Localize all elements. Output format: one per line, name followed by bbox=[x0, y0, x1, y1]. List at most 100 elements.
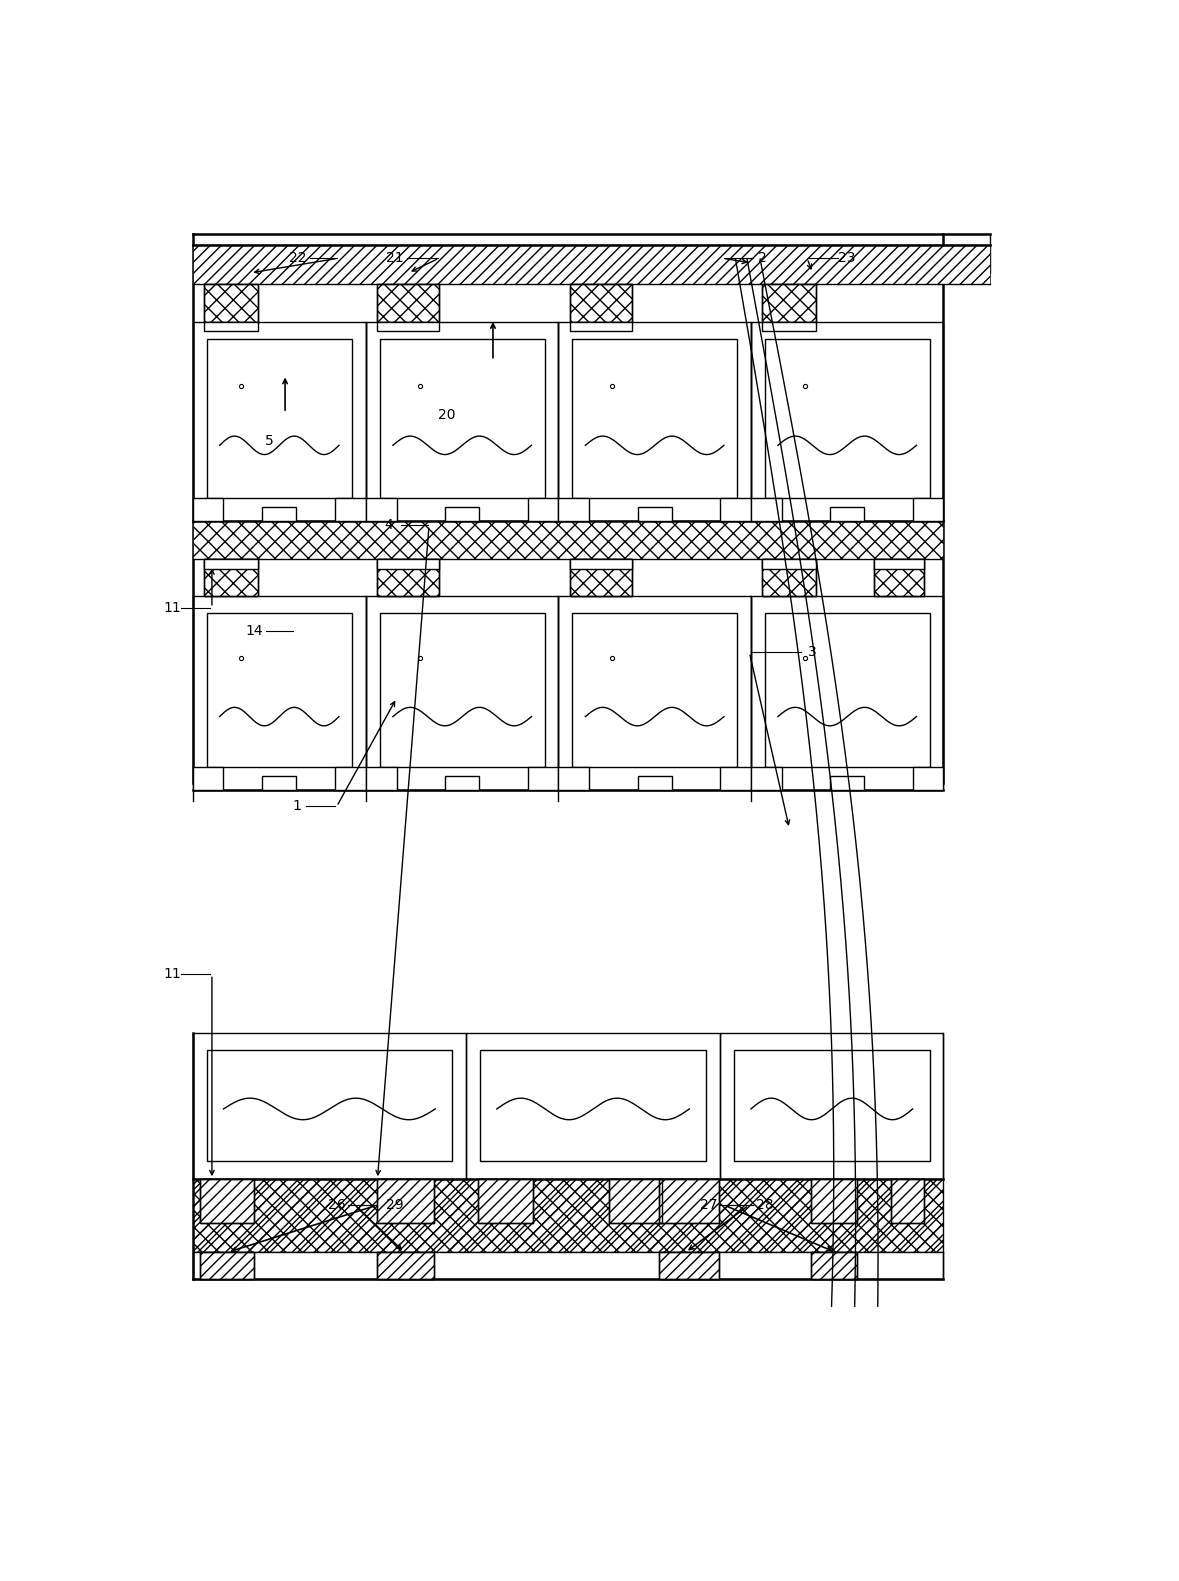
Bar bbox=[377, 1179, 434, 1224]
Bar bbox=[569, 283, 632, 323]
Bar bbox=[569, 560, 632, 596]
Text: 29: 29 bbox=[387, 1198, 404, 1213]
Bar bbox=[811, 1179, 857, 1224]
Bar bbox=[559, 767, 590, 790]
Bar bbox=[659, 1179, 718, 1224]
Bar bbox=[913, 767, 943, 790]
Bar bbox=[751, 596, 943, 790]
Text: 22: 22 bbox=[289, 251, 307, 266]
Bar bbox=[559, 596, 751, 790]
Bar bbox=[811, 1252, 857, 1279]
Bar bbox=[735, 1050, 929, 1162]
Bar bbox=[751, 323, 943, 520]
Text: 4: 4 bbox=[384, 519, 394, 533]
Text: 5: 5 bbox=[265, 433, 274, 447]
Bar bbox=[365, 323, 559, 520]
Text: 23: 23 bbox=[838, 251, 856, 266]
Bar bbox=[659, 1252, 718, 1279]
Bar bbox=[765, 613, 929, 767]
Bar bbox=[377, 283, 439, 323]
Bar bbox=[206, 1050, 453, 1162]
Bar bbox=[192, 323, 365, 520]
Bar bbox=[192, 1179, 943, 1252]
Bar bbox=[380, 613, 545, 767]
Bar bbox=[377, 283, 439, 323]
Bar bbox=[638, 776, 672, 790]
Bar bbox=[200, 1252, 255, 1279]
Bar bbox=[763, 560, 816, 596]
Bar bbox=[751, 767, 782, 790]
Bar bbox=[659, 1179, 718, 1224]
Bar bbox=[763, 560, 816, 596]
Bar bbox=[204, 560, 258, 596]
Bar bbox=[891, 1179, 924, 1224]
Bar bbox=[192, 596, 365, 790]
Bar bbox=[204, 283, 258, 323]
Bar bbox=[377, 1179, 434, 1224]
Bar bbox=[192, 245, 989, 283]
Bar bbox=[446, 508, 479, 520]
Bar bbox=[610, 1179, 661, 1224]
Bar bbox=[192, 1179, 943, 1252]
Bar bbox=[206, 338, 353, 498]
Bar bbox=[559, 323, 751, 520]
Bar bbox=[377, 1252, 434, 1279]
Bar bbox=[377, 560, 439, 596]
Bar bbox=[466, 1032, 720, 1179]
Bar bbox=[874, 560, 924, 596]
Text: 11: 11 bbox=[163, 601, 180, 615]
Bar bbox=[477, 1179, 533, 1224]
Text: 28: 28 bbox=[756, 1198, 773, 1213]
Bar bbox=[720, 767, 751, 790]
Bar bbox=[192, 1252, 943, 1279]
Bar bbox=[830, 776, 864, 790]
Bar bbox=[192, 520, 943, 560]
Bar bbox=[720, 1032, 943, 1179]
Bar bbox=[377, 323, 439, 332]
Bar bbox=[751, 498, 782, 520]
Bar bbox=[365, 596, 559, 790]
Bar bbox=[365, 498, 396, 520]
Bar bbox=[763, 283, 816, 323]
Bar bbox=[335, 767, 365, 790]
Bar bbox=[569, 560, 632, 569]
Text: 3: 3 bbox=[808, 645, 817, 659]
Bar bbox=[763, 560, 816, 569]
Bar bbox=[874, 560, 924, 569]
Bar bbox=[204, 560, 258, 569]
Bar bbox=[377, 560, 439, 596]
Bar bbox=[763, 323, 816, 332]
Bar bbox=[204, 560, 258, 596]
Bar bbox=[572, 338, 737, 498]
Bar bbox=[200, 1252, 255, 1279]
Bar bbox=[559, 498, 590, 520]
Text: 2: 2 bbox=[758, 251, 766, 266]
Bar bbox=[874, 560, 924, 596]
Bar bbox=[891, 1179, 924, 1224]
Bar bbox=[572, 613, 737, 767]
Bar bbox=[569, 560, 632, 596]
Bar bbox=[610, 1179, 661, 1224]
Bar bbox=[569, 323, 632, 332]
Text: 21: 21 bbox=[387, 251, 404, 266]
Bar bbox=[659, 1252, 718, 1279]
Bar bbox=[569, 283, 632, 323]
Text: 26: 26 bbox=[328, 1198, 345, 1213]
Bar bbox=[200, 1179, 255, 1224]
Bar bbox=[206, 613, 353, 767]
Text: 11: 11 bbox=[163, 968, 180, 982]
Bar bbox=[200, 1179, 255, 1224]
Bar bbox=[263, 508, 296, 520]
Text: 1: 1 bbox=[292, 800, 301, 814]
Bar bbox=[263, 776, 296, 790]
Text: 27: 27 bbox=[700, 1198, 717, 1213]
Bar bbox=[377, 560, 439, 569]
Bar bbox=[365, 767, 396, 790]
Bar bbox=[830, 508, 864, 520]
Bar bbox=[720, 498, 751, 520]
Bar bbox=[811, 1179, 857, 1224]
Bar bbox=[638, 508, 672, 520]
Bar bbox=[446, 776, 479, 790]
Bar bbox=[192, 767, 224, 790]
Bar bbox=[811, 1252, 857, 1279]
